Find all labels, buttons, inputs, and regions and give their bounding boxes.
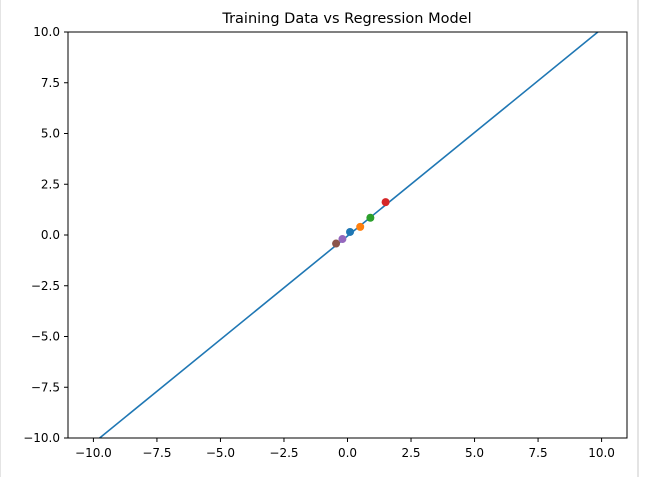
x-tick-label: 2.5 (401, 446, 420, 460)
x-tick-label: 0.0 (338, 446, 357, 460)
data-point-2 (356, 222, 365, 231)
x-tick-label: −2.5 (269, 446, 298, 460)
y-tick-label: 5.0 (41, 127, 60, 141)
regression-line (98, 32, 600, 438)
data-point-3 (366, 213, 375, 222)
y-tick-label: 10.0 (33, 25, 60, 39)
y-tick-label: −5.0 (31, 330, 60, 344)
y-tick-label: 0.0 (41, 228, 60, 242)
data-point-1 (346, 227, 355, 236)
x-tick-label: 10.0 (588, 446, 615, 460)
y-tick-label: −7.5 (31, 380, 60, 394)
x-tick-label: 7.5 (529, 446, 548, 460)
data-point-5 (338, 235, 347, 244)
data-point-4 (381, 198, 390, 207)
x-tick-label: −10.0 (75, 446, 112, 460)
data-point-6 (332, 239, 341, 248)
y-tick-label: 7.5 (41, 76, 60, 90)
chart-title: Training Data vs Regression Model (221, 11, 471, 27)
y-tick-label: 2.5 (41, 177, 60, 191)
plot-layer: −10.0 −7.5 −5.0 −2.5 0.0 2.5 5.0 7.5 10.0 −10.0 −7… (23, 25, 628, 460)
x-tick-label: −7.5 (142, 446, 171, 460)
x-tick-label: −5.0 (206, 446, 235, 460)
y-tick-label: −2.5 (31, 279, 60, 293)
x-tick-label: 5.0 (465, 446, 484, 460)
y-tick-label: −10.0 (23, 431, 60, 445)
